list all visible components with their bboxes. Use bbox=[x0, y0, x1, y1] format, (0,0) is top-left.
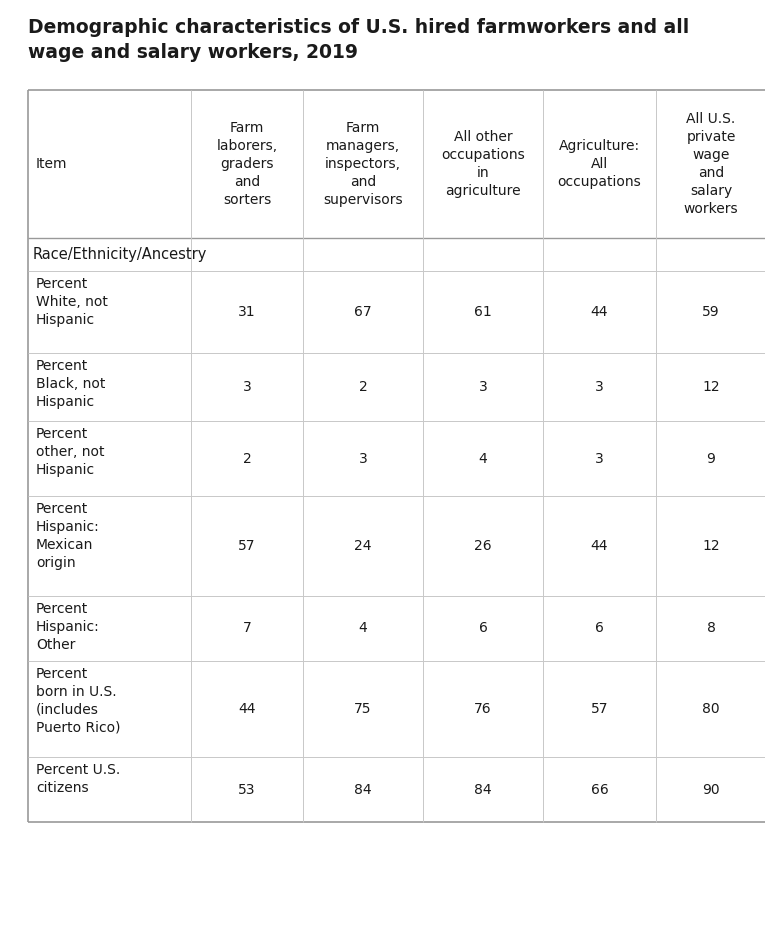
Text: 57: 57 bbox=[591, 702, 608, 716]
Text: Agriculture:
All
occupations: Agriculture: All occupations bbox=[558, 139, 641, 189]
Text: 75: 75 bbox=[354, 702, 372, 716]
Text: 9: 9 bbox=[707, 451, 715, 465]
Text: 12: 12 bbox=[702, 539, 720, 553]
Text: 76: 76 bbox=[474, 702, 492, 716]
Text: Percent
Hispanic:
Other: Percent Hispanic: Other bbox=[36, 602, 99, 652]
Text: Farm
laborers,
graders
and
sorters: Farm laborers, graders and sorters bbox=[216, 121, 278, 207]
Text: 80: 80 bbox=[702, 702, 720, 716]
Text: Percent U.S.
citizens: Percent U.S. citizens bbox=[36, 763, 120, 794]
Text: All other
occupations
in
agriculture: All other occupations in agriculture bbox=[441, 130, 525, 197]
Text: Percent
White, not
Hispanic: Percent White, not Hispanic bbox=[36, 277, 108, 326]
Text: 3: 3 bbox=[359, 451, 367, 465]
Text: 2: 2 bbox=[359, 380, 367, 394]
Text: Demographic characteristics of U.S. hired farmworkers and all
wage and salary wo: Demographic characteristics of U.S. hire… bbox=[28, 18, 689, 62]
Text: 67: 67 bbox=[354, 305, 372, 319]
Text: 61: 61 bbox=[474, 305, 492, 319]
Text: 3: 3 bbox=[595, 380, 604, 394]
Text: 8: 8 bbox=[707, 621, 715, 636]
Text: All U.S.
private
wage
and
salary
workers: All U.S. private wage and salary workers bbox=[684, 112, 738, 216]
Text: 3: 3 bbox=[479, 380, 487, 394]
Text: 4: 4 bbox=[479, 451, 487, 465]
Text: 84: 84 bbox=[474, 782, 492, 796]
Text: 24: 24 bbox=[354, 539, 372, 553]
Text: 90: 90 bbox=[702, 782, 720, 796]
Text: 3: 3 bbox=[243, 380, 252, 394]
Text: Farm
managers,
inspectors,
and
supervisors: Farm managers, inspectors, and superviso… bbox=[323, 121, 403, 207]
Text: 53: 53 bbox=[238, 782, 256, 796]
Text: Percent
other, not
Hispanic: Percent other, not Hispanic bbox=[36, 427, 105, 476]
Text: Race/Ethnicity/Ancestry: Race/Ethnicity/Ancestry bbox=[33, 247, 207, 262]
Text: 44: 44 bbox=[238, 702, 256, 716]
Text: 6: 6 bbox=[595, 621, 604, 636]
Text: Item: Item bbox=[36, 157, 67, 171]
Text: 66: 66 bbox=[591, 782, 608, 796]
Text: 7: 7 bbox=[243, 621, 252, 636]
Text: Percent
Hispanic:
Mexican
origin: Percent Hispanic: Mexican origin bbox=[36, 502, 99, 569]
Text: 57: 57 bbox=[238, 539, 256, 553]
Text: 6: 6 bbox=[479, 621, 487, 636]
Text: 44: 44 bbox=[591, 305, 608, 319]
Text: 59: 59 bbox=[702, 305, 720, 319]
Text: 84: 84 bbox=[354, 782, 372, 796]
Text: Percent
born in U.S.
(includes
Puerto Rico): Percent born in U.S. (includes Puerto Ri… bbox=[36, 667, 121, 734]
Text: 44: 44 bbox=[591, 539, 608, 553]
Text: Percent
Black, not
Hispanic: Percent Black, not Hispanic bbox=[36, 359, 106, 409]
Text: 12: 12 bbox=[702, 380, 720, 394]
Text: 26: 26 bbox=[474, 539, 492, 553]
Text: 4: 4 bbox=[359, 621, 367, 636]
Text: 3: 3 bbox=[595, 451, 604, 465]
Text: 31: 31 bbox=[238, 305, 256, 319]
Text: 2: 2 bbox=[243, 451, 252, 465]
